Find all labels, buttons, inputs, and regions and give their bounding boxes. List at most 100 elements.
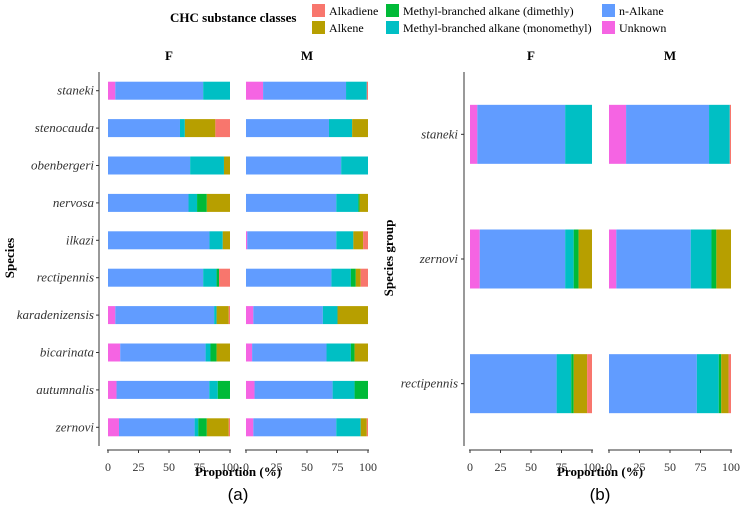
category-label-rectipennis: rectipennis bbox=[37, 270, 94, 285]
bar-karadenizensis bbox=[246, 306, 368, 325]
legend-swatch bbox=[312, 4, 325, 17]
bar-bicarinata bbox=[246, 343, 368, 362]
legend-item-alkadiene: Alkadiene bbox=[312, 4, 378, 18]
bar-segment-unknown bbox=[246, 343, 253, 362]
y-axis-title: Species group bbox=[381, 220, 396, 297]
bar-segment-alkadiene bbox=[729, 104, 731, 164]
category-label-zernovi: zernovi bbox=[419, 251, 459, 266]
category-label-stenocauda: stenocauda bbox=[35, 120, 95, 135]
bar-zernovi bbox=[470, 229, 592, 289]
bar-segment-n-alkane bbox=[609, 354, 697, 414]
bar-segment-unknown bbox=[108, 343, 121, 362]
bar-rectipennis bbox=[470, 354, 592, 414]
bar-segment-alkene bbox=[222, 231, 230, 250]
bar-segment-alkene bbox=[578, 229, 592, 289]
x-tick-label: 50 bbox=[301, 460, 313, 474]
bar-segment-methyl-branched-alkane-monomethyl bbox=[346, 81, 367, 100]
x-tick-label: 75 bbox=[194, 460, 206, 474]
x-tick-label: 75 bbox=[332, 460, 344, 474]
x-tick-label: 0 bbox=[606, 460, 612, 474]
legend-item-n-alkane: n-Alkane bbox=[602, 4, 664, 18]
bar-zernovi bbox=[246, 418, 368, 437]
bar-segment-alkene bbox=[223, 156, 230, 175]
bar-segment-n-alkane bbox=[470, 354, 557, 414]
bar-segment-methyl-branched-alkane-dimethly bbox=[718, 354, 722, 414]
bar-segment-n-alkane bbox=[479, 229, 566, 289]
bar-segment-alkene bbox=[359, 193, 368, 212]
panel-caption: (a) bbox=[228, 485, 249, 504]
bar-segment-methyl-branched-alkane-dimethly bbox=[573, 229, 579, 289]
bar-zernovi bbox=[108, 418, 230, 437]
bar-segment-unknown bbox=[609, 229, 617, 289]
legend-item-unknown: Unknown bbox=[602, 21, 666, 35]
category-label-ilkazi: ilkazi bbox=[66, 232, 95, 247]
bar-segment-methyl-branched-alkane-monomethyl bbox=[194, 418, 199, 437]
bar-segment-n-alkane bbox=[254, 380, 333, 399]
category-label-karadenizensis: karadenizensis bbox=[17, 307, 94, 322]
bar-segment-n-alkane bbox=[247, 231, 337, 250]
bar-segment-n-alkane bbox=[115, 306, 215, 325]
x-tick-label: 100 bbox=[722, 460, 740, 474]
bar-segment-methyl-branched-alkane-monomethyl bbox=[203, 268, 217, 287]
bar-segment-alkene bbox=[354, 343, 368, 362]
bar-segment-n-alkane bbox=[246, 193, 337, 212]
bar-segment-alkadiene bbox=[728, 354, 731, 414]
bar-segment-alkene bbox=[184, 119, 216, 138]
bar-obenbergeri bbox=[108, 156, 230, 175]
x-axis-title: Proportion (%) bbox=[195, 464, 281, 479]
bar-segment-methyl-branched-alkane-monomethyl bbox=[336, 418, 361, 437]
x-tick-label: 100 bbox=[359, 460, 377, 474]
x-tick-label: 0 bbox=[243, 460, 249, 474]
bar-segment-methyl-branched-alkane-dimethly bbox=[210, 343, 217, 362]
panel-a: Species staneki stenocauda obenbergeri nervo… bbox=[2, 48, 377, 504]
facet-m: M 0 25 50 75 100 bbox=[606, 48, 740, 474]
bar-nervosa bbox=[108, 193, 230, 212]
category-label-staneki: staneki bbox=[57, 83, 94, 98]
legend-label: Methyl-branched alkane (dimethly) bbox=[403, 4, 574, 18]
bar-bicarinata bbox=[108, 343, 230, 362]
category-label-obenbergeri: obenbergeri bbox=[31, 158, 94, 173]
bar-ilkazi bbox=[108, 231, 230, 250]
bar-staneki bbox=[108, 81, 230, 100]
legend-swatch bbox=[386, 21, 399, 34]
bar-segment-methyl-branched-alkane-monomethyl bbox=[188, 193, 198, 212]
bar-segment-methyl-branched-alkane-monomethyl bbox=[328, 119, 353, 138]
bar-segment-n-alkane bbox=[253, 418, 337, 437]
x-tick-label: 0 bbox=[467, 460, 473, 474]
bar-segment-n-alkane bbox=[252, 343, 327, 362]
bar-segment-n-alkane bbox=[616, 229, 691, 289]
bar-segment-unknown bbox=[470, 229, 480, 289]
bar-segment-unknown bbox=[108, 306, 116, 325]
bar-rectipennis bbox=[609, 354, 731, 414]
bar-segment-alkadiene bbox=[366, 81, 368, 100]
bar-segment-methyl-branched-alkane-monomethyl bbox=[209, 380, 218, 399]
category-label-nervosa: nervosa bbox=[53, 195, 95, 210]
bar-segment-methyl-branched-alkane-monomethyl bbox=[326, 343, 351, 362]
bar-nervosa bbox=[246, 193, 368, 212]
bar-segment-unknown bbox=[108, 418, 119, 437]
bar-segment-unknown bbox=[108, 81, 116, 100]
bar-segment-n-alkane bbox=[108, 268, 204, 287]
x-tick-label: 25 bbox=[495, 460, 507, 474]
bar-segment-alkene bbox=[206, 193, 230, 212]
x-tick-label: 25 bbox=[271, 460, 283, 474]
legend-label: Methyl-branched alkane (monomethyl) bbox=[403, 21, 592, 35]
legend-title: CHC substance classes bbox=[170, 10, 296, 25]
bar-segment-n-alkane bbox=[246, 156, 342, 175]
y-axis-title: Species bbox=[2, 238, 17, 278]
bar-segment-methyl-branched-alkane-monomethyl bbox=[205, 343, 211, 362]
x-tick-label: 50 bbox=[664, 460, 676, 474]
bar-segment-n-alkane bbox=[108, 119, 180, 138]
bar-segment-alkene bbox=[206, 418, 229, 437]
bar-autumnalis bbox=[246, 380, 368, 399]
bar-segment-methyl-branched-alkane-monomethyl bbox=[322, 306, 338, 325]
bar-segment-methyl-branched-alkane-dimethly bbox=[216, 268, 220, 287]
bar-segment-methyl-branched-alkane-monomethyl bbox=[179, 119, 185, 138]
legend-item-alkene: Alkene bbox=[312, 21, 364, 35]
bar-segment-methyl-branched-alkane-dimethly bbox=[571, 354, 574, 414]
bar-segment-methyl-branched-alkane-dimethly bbox=[217, 380, 230, 399]
x-tick-label: 100 bbox=[583, 460, 601, 474]
bar-segment-alkene bbox=[352, 119, 368, 138]
x-tick-label: 50 bbox=[163, 460, 175, 474]
bar-segment-unknown bbox=[108, 380, 117, 399]
